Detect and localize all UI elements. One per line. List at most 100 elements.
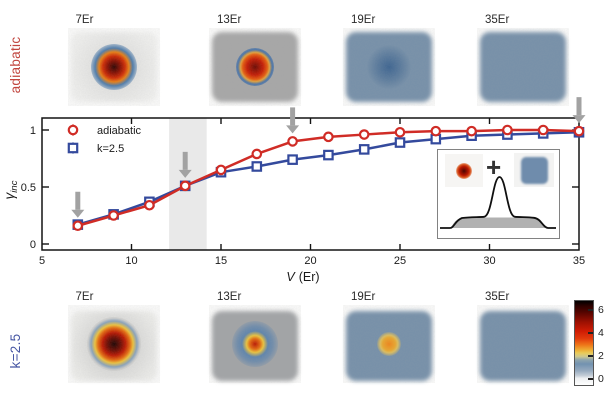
data-point-adiabatic: [287, 136, 298, 147]
marker-arrow-shaft: [290, 107, 296, 126]
data-point-adiabatic: [358, 129, 370, 140]
noise-overlay: [209, 28, 301, 106]
data-point-adiabatic: [537, 124, 549, 136]
data-point-k=2.5: [358, 144, 370, 155]
absorption-image: [209, 28, 301, 106]
row-label-adiabatic: adiabatic: [8, 36, 23, 94]
x-tick-label: 20: [304, 255, 316, 267]
noise-overlay: [343, 28, 435, 106]
noise-overlay: [67, 305, 160, 383]
tile-label: 13Er: [217, 291, 242, 303]
colorbar-tick-label: 4: [598, 327, 604, 339]
x-tick-label: 25: [394, 255, 406, 267]
colorbar-tick-label: 0: [598, 373, 604, 385]
data-point-k=2.5: [537, 128, 549, 139]
tile-label: 13Er: [217, 14, 242, 26]
absorption-image: [343, 28, 435, 106]
data-point-k=2.5: [108, 209, 119, 220]
data-point-adiabatic: [394, 126, 406, 138]
absorption-image: [343, 305, 435, 383]
colorbar-tick: [588, 332, 593, 334]
data-point-adiabatic: [179, 180, 191, 192]
legend-label-k=2.5: k=2.5: [97, 143, 124, 155]
noise-overlay: [343, 305, 435, 383]
absorption-image: [477, 28, 569, 106]
data-point-adiabatic: [215, 164, 227, 176]
density-image-k25-7Er: 7Er: [67, 291, 160, 383]
density-image-adiabatic-7Er: 7Er: [67, 14, 160, 106]
y-tick-label: 0: [30, 239, 36, 251]
mott-square: [520, 156, 548, 184]
data-point-adiabatic: [323, 131, 334, 143]
legend-label-adiabatic: adiabatic: [97, 125, 142, 137]
absorption-image: [67, 28, 160, 106]
colorbar: [574, 300, 594, 386]
inset-profile-curve: [440, 176, 556, 229]
noise-overlay: [67, 28, 160, 106]
data-point-k=2.5: [215, 166, 227, 178]
marker-arrow-shaft: [75, 191, 81, 210]
absorption-image: [209, 305, 301, 383]
density-image-k25-19Er: 19Er: [343, 291, 435, 383]
absorption-image: [477, 305, 569, 383]
y-tick-label: 1: [30, 125, 36, 137]
density-image-k25-35Er: 35Er: [477, 291, 569, 383]
data-point-k=2.5: [466, 130, 477, 141]
data-point-k=2.5: [287, 154, 298, 165]
data-point-k=2.5: [323, 149, 334, 161]
colorbar-tick: [588, 309, 593, 311]
plus-icon: +: [486, 152, 502, 182]
tile-label: 7Er: [75, 291, 94, 303]
noise-overlay: [477, 28, 569, 106]
x-tick-label: 5: [39, 255, 45, 267]
colorbar-tick-label: 6: [598, 304, 604, 316]
tile-label: 35Er: [485, 291, 510, 303]
data-point-adiabatic: [72, 220, 84, 232]
x-tick-label: 10: [125, 255, 137, 267]
colorbar-tick: [588, 378, 593, 380]
x-tick-label: 15: [215, 255, 227, 267]
density-image-adiabatic-19Er: 19Er: [343, 14, 435, 106]
legend-marker-adiabatic: [67, 124, 79, 136]
data-point-k=2.5: [251, 161, 263, 172]
shaded-band: [169, 118, 207, 250]
data-point-k=2.5: [502, 129, 513, 140]
colorbar-tick-label: 2: [598, 350, 604, 362]
y-axis-label: γinc: [2, 180, 20, 199]
legend-marker-k=2.5: [67, 142, 79, 154]
data-point-k=2.5: [179, 180, 191, 192]
x-tick-label: 30: [483, 255, 495, 267]
inset-box: +: [437, 149, 560, 239]
data-point-k=2.5: [72, 219, 84, 230]
tile-label: 35Er: [485, 14, 510, 26]
marker-arrow-head: [178, 169, 192, 178]
tile-label: 19Er: [351, 291, 376, 303]
inset-condensate-image: [445, 154, 483, 187]
marker-arrow-shaft: [576, 97, 582, 116]
data-point-k=2.5: [430, 133, 442, 145]
data-point-k=2.5: [394, 137, 406, 148]
absorption-image: [67, 305, 160, 383]
marker-arrow-head: [71, 209, 85, 218]
data-point-adiabatic: [502, 124, 513, 136]
density-image-adiabatic-13Er: 13Er: [209, 14, 301, 106]
data-point-adiabatic: [251, 148, 263, 160]
data-point-adiabatic: [466, 125, 477, 137]
data-point-k=2.5: [573, 126, 585, 138]
data-point-adiabatic: [573, 125, 585, 137]
data-point-k=2.5: [144, 196, 155, 208]
noise-overlay: [477, 305, 569, 383]
density-image-adiabatic-35Er: 35Er: [477, 14, 569, 106]
inset-mott-image: [514, 153, 554, 187]
row-label-k25: k=2.5: [8, 333, 23, 369]
x-tick-label: 35: [573, 255, 585, 267]
tile-label: 7Er: [75, 14, 94, 26]
density-image-k25-13Er: 13Er: [209, 291, 301, 383]
marker-arrow-head: [286, 125, 300, 134]
marker-arrow-shaft: [182, 151, 188, 170]
y-tick-label: 0.5: [21, 182, 36, 194]
noise-overlay: [209, 305, 301, 383]
marker-arrow-head: [572, 115, 586, 124]
tile-label: 19Er: [351, 14, 376, 26]
